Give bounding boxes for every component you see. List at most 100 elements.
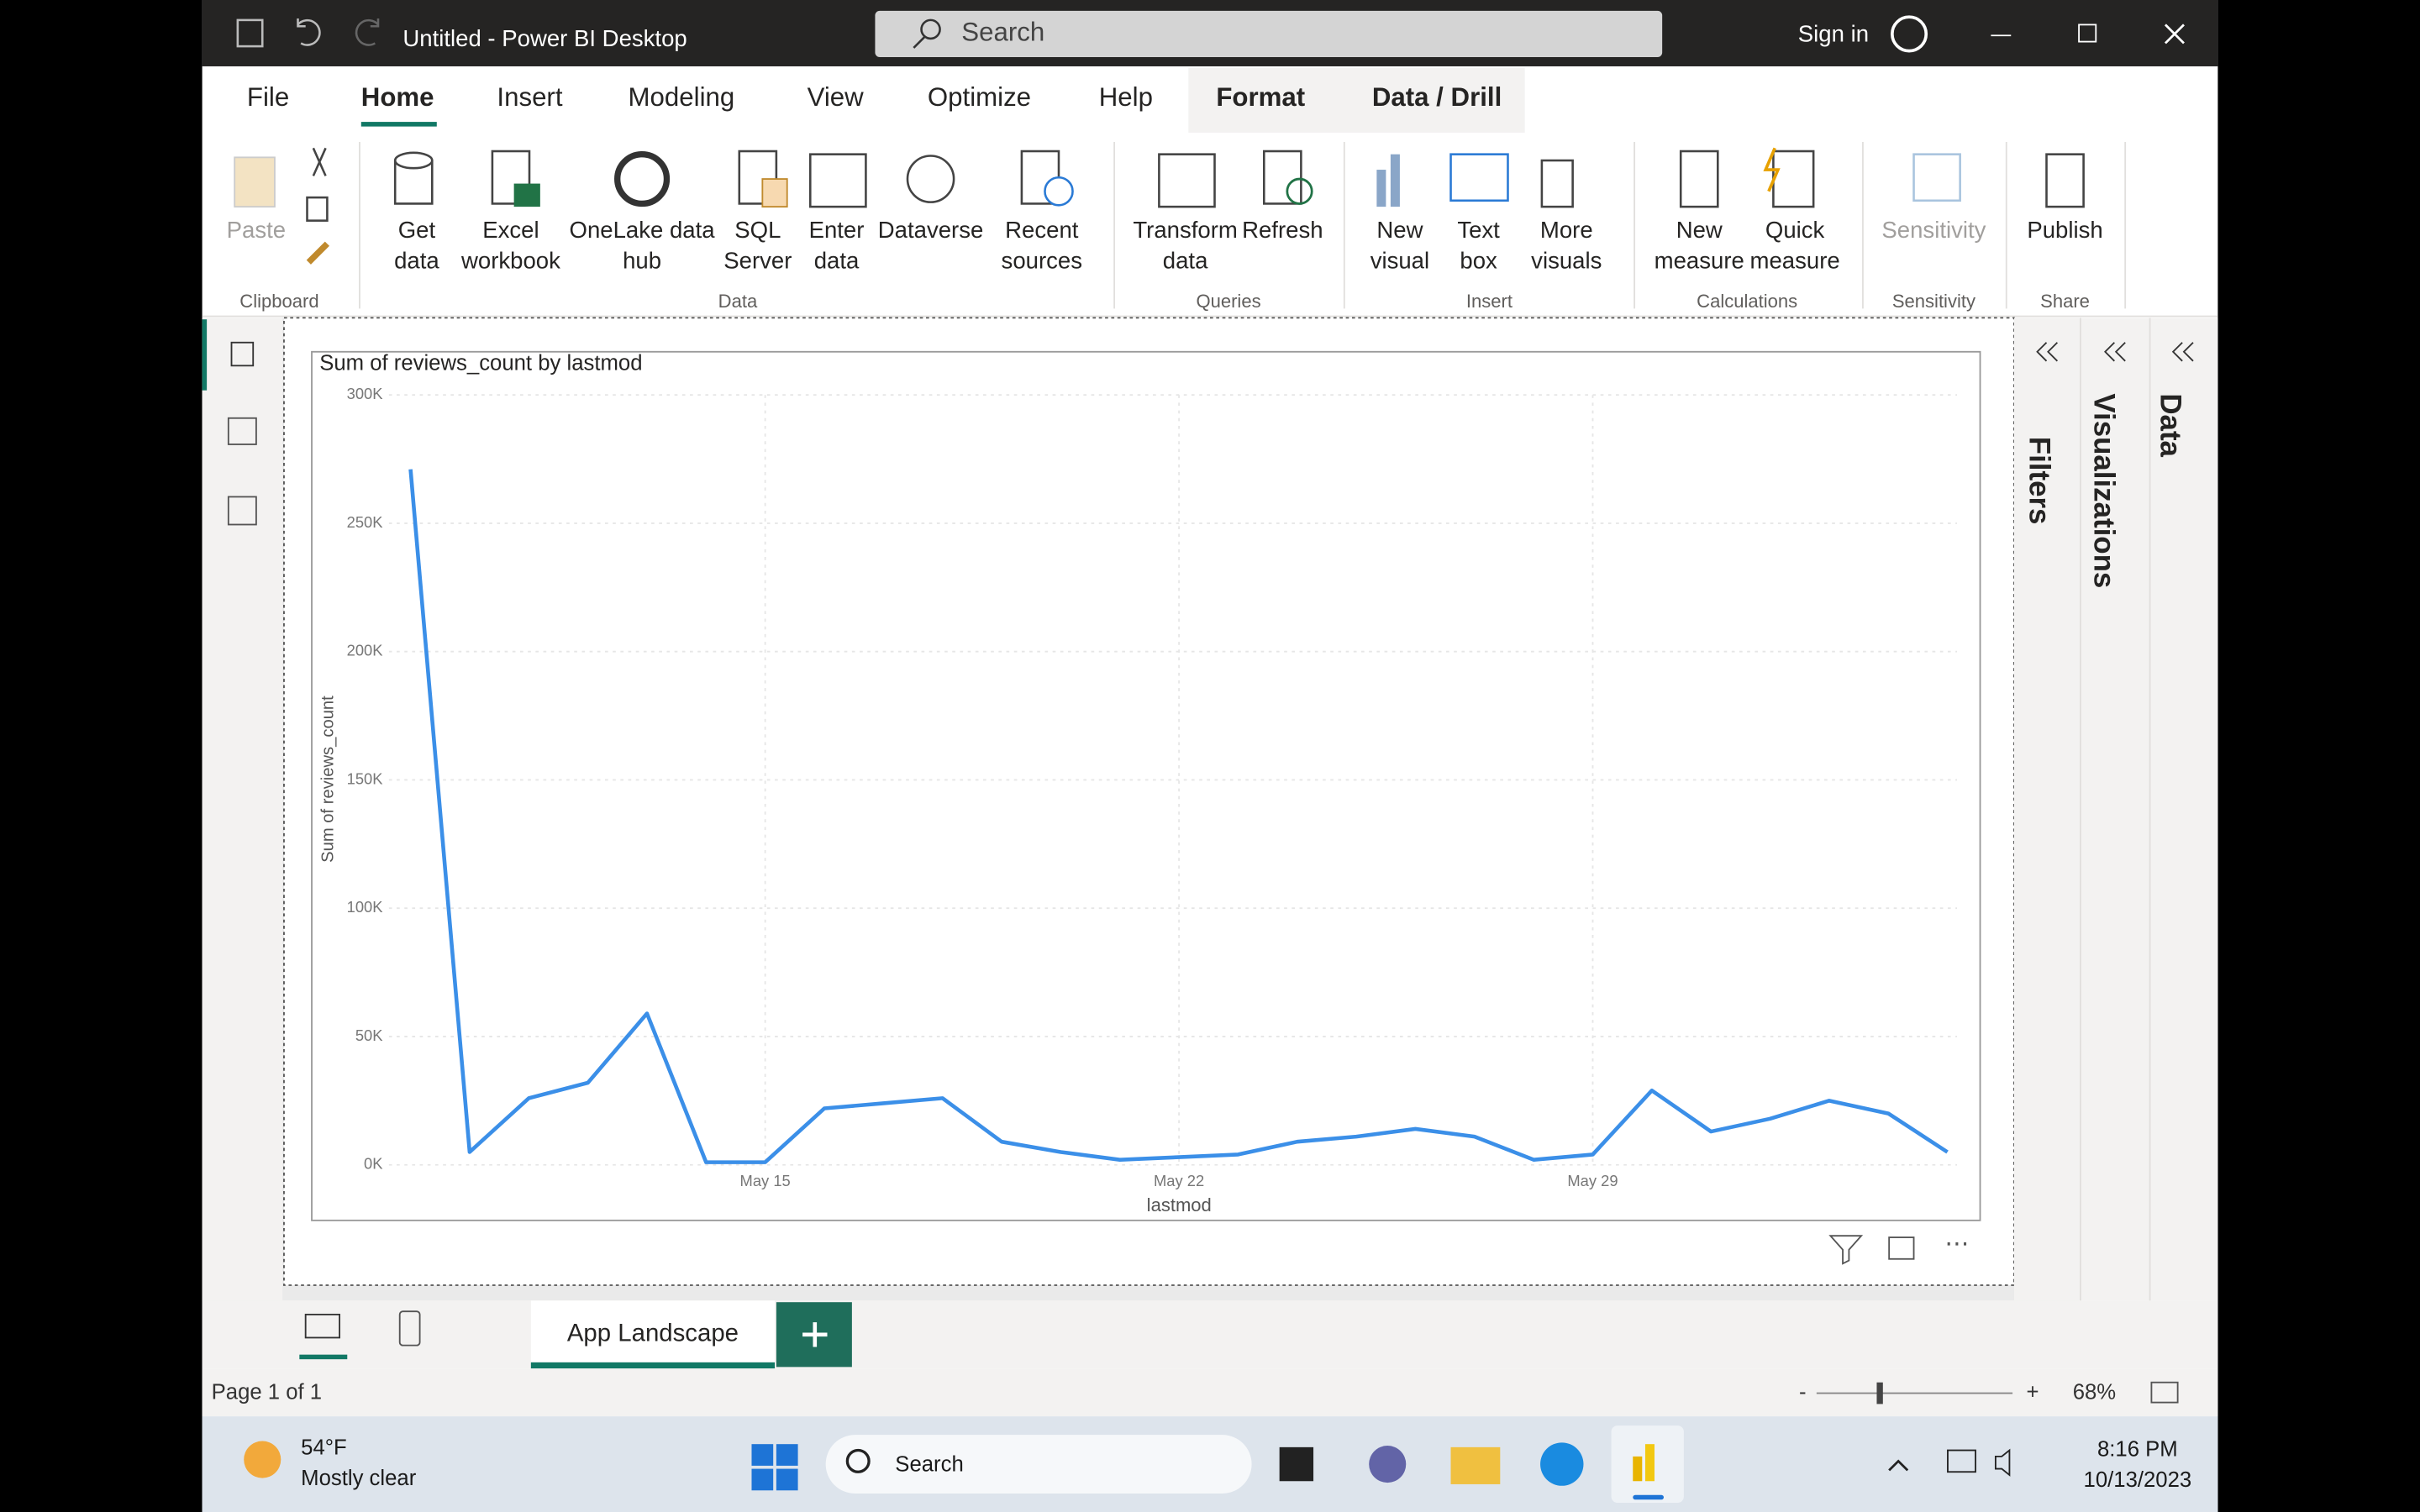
start-tile bbox=[751, 1468, 774, 1491]
weather-icon[interactable] bbox=[244, 1441, 281, 1478]
collapse-icon[interactable] bbox=[2104, 342, 2126, 362]
report-view-icon[interactable] bbox=[230, 341, 255, 367]
ribbon-button-label[interactable]: Refresh bbox=[1242, 217, 1323, 243]
clock-icon bbox=[1044, 176, 1074, 207]
clock-time[interactable]: 8:16 PM bbox=[2097, 1437, 2178, 1461]
teams-icon[interactable] bbox=[1369, 1446, 1407, 1483]
menu-tab[interactable]: View bbox=[808, 82, 865, 112]
fit-page-icon[interactable] bbox=[2150, 1381, 2179, 1404]
menu-tab[interactable]: Modeling bbox=[629, 82, 735, 112]
new-visual-icon bbox=[1376, 170, 1386, 207]
add-page-icon bbox=[802, 1322, 828, 1347]
menu-tab[interactable]: Insert bbox=[497, 82, 562, 112]
ribbon-button-label[interactable]: New bbox=[1676, 217, 1723, 243]
ribbon-button-label[interactable]: hub bbox=[623, 248, 661, 274]
temperature[interactable]: 54°F bbox=[301, 1436, 347, 1459]
table-view-icon[interactable] bbox=[227, 417, 257, 445]
ribbon-button-label[interactable]: visuals bbox=[1531, 248, 1602, 274]
ribbon-button-label[interactable]: workbook bbox=[460, 248, 560, 274]
ribbon-button-label[interactable]: Transform bbox=[1133, 217, 1238, 243]
edge-icon[interactable] bbox=[1540, 1442, 1584, 1486]
ribbon-button-label: Paste bbox=[227, 217, 286, 243]
search-box[interactable] bbox=[875, 10, 1663, 57]
copy-icon bbox=[306, 196, 329, 222]
ribbon-group-label: Sensitivity bbox=[1892, 291, 1975, 312]
network-icon[interactable] bbox=[1947, 1449, 1976, 1473]
ribbon-button-label[interactable]: Get bbox=[398, 217, 436, 243]
task-view-icon[interactable] bbox=[1279, 1446, 1314, 1482]
collapse-icon[interactable] bbox=[2171, 342, 2194, 362]
menu-tab[interactable]: Help bbox=[1099, 82, 1153, 112]
ribbon-button-label[interactable]: Quick bbox=[1765, 217, 1825, 243]
x-tick-label: May 15 bbox=[740, 1172, 791, 1189]
ribbon-button-label[interactable]: measure bbox=[1750, 248, 1840, 274]
ribbon-button-label[interactable]: Enter bbox=[809, 217, 865, 243]
focus-mode-icon[interactable] bbox=[1888, 1236, 1915, 1260]
ribbon-button-label[interactable]: New bbox=[1376, 217, 1423, 243]
x-tick-label: May 22 bbox=[1154, 1172, 1204, 1189]
ribbon-button-label[interactable]: Server bbox=[723, 248, 792, 274]
collapse-icon[interactable] bbox=[2036, 342, 2059, 362]
ribbon-button-label[interactable]: measure bbox=[1655, 248, 1744, 274]
ribbon-button-label[interactable]: Publish bbox=[2027, 217, 2102, 243]
zoom-in[interactable]: + bbox=[2026, 1380, 2039, 1404]
visual-container[interactable] bbox=[311, 350, 1981, 1221]
page-tab[interactable] bbox=[530, 1300, 776, 1369]
taskbar-search[interactable] bbox=[825, 1435, 1252, 1494]
model-view-icon[interactable] bbox=[227, 496, 257, 526]
refresh-icon bbox=[1263, 150, 1302, 205]
taskbar-search-text[interactable]: Search bbox=[895, 1453, 963, 1477]
start-tile bbox=[751, 1444, 774, 1466]
close-button[interactable] bbox=[2164, 24, 2185, 45]
menu-tab[interactable]: Home bbox=[361, 82, 434, 112]
active-app-marker bbox=[1633, 1494, 1664, 1500]
ribbon-button-label[interactable]: data bbox=[1163, 248, 1208, 274]
weather[interactable]: Mostly clear bbox=[301, 1467, 417, 1490]
ribbon-button-label[interactable]: box bbox=[1460, 248, 1497, 274]
zoom-thumb[interactable] bbox=[1876, 1382, 1883, 1404]
ribbon-button-label[interactable]: Dataverse bbox=[878, 217, 984, 243]
y-tick-label: 0K bbox=[364, 1155, 383, 1173]
plot: 0K 50K 100K 150K 200K 250K 300K May 15 May 22 May… bbox=[347, 385, 1957, 1189]
ribbon-button-label[interactable]: SQL bbox=[734, 217, 781, 243]
ribbon-button-label[interactable]: Recent bbox=[1005, 217, 1079, 243]
undo-icon[interactable] bbox=[297, 18, 321, 46]
lightning-icon bbox=[1763, 147, 1781, 192]
mobile-layout-icon[interactable] bbox=[398, 1310, 421, 1347]
tray-overflow[interactable] bbox=[1888, 1459, 1909, 1472]
filter-icon[interactable] bbox=[1828, 1235, 1864, 1265]
powerbi-icon bbox=[1633, 1456, 1643, 1482]
ribbon-button-label: Sensitivity bbox=[1881, 217, 1986, 243]
explorer-icon[interactable] bbox=[1450, 1446, 1501, 1484]
sign-in[interactable]: Sign in bbox=[1798, 21, 1869, 47]
page-tab-label[interactable]: App Landscape bbox=[567, 1320, 739, 1347]
account-icon[interactable] bbox=[1891, 15, 1928, 53]
zoom-out[interactable]: - bbox=[1799, 1380, 1807, 1404]
desktop-layout-icon[interactable] bbox=[304, 1313, 340, 1339]
menu-tab[interactable]: File bbox=[247, 82, 289, 112]
sensitivity-icon bbox=[1912, 153, 1961, 202]
start-button[interactable] bbox=[751, 1444, 798, 1491]
volume-icon[interactable] bbox=[1994, 1448, 2011, 1477]
data-pane[interactable]: Data bbox=[2154, 393, 2186, 457]
menu-tab[interactable]: Data / Drill bbox=[1372, 82, 1502, 112]
menu-tab[interactable]: Format bbox=[1216, 82, 1305, 112]
ribbon-button-label[interactable]: Text bbox=[1457, 217, 1500, 243]
restore-button[interactable] bbox=[2078, 24, 2097, 43]
y-tick-label: 150K bbox=[347, 769, 384, 787]
ribbon-button-label[interactable]: data bbox=[814, 248, 860, 274]
more-options[interactable]: ⋯ bbox=[1944, 1230, 1969, 1257]
filters-pane[interactable]: Filters bbox=[2023, 437, 2055, 525]
ribbon-button-label[interactable]: visual bbox=[1370, 248, 1429, 274]
ribbon-group-label: Insert bbox=[1466, 291, 1512, 312]
ribbon-button-label[interactable]: data bbox=[394, 248, 439, 274]
ribbon-button-label[interactable]: More bbox=[1540, 217, 1593, 243]
save-icon[interactable] bbox=[236, 18, 264, 48]
ribbon-button-label[interactable]: OneLake data bbox=[570, 217, 716, 243]
clock-date[interactable]: 10/13/2023 bbox=[2084, 1468, 2192, 1492]
visualizations-pane[interactable]: Visualizations bbox=[2087, 393, 2120, 588]
ribbon-button-label[interactable]: sources bbox=[1002, 248, 1082, 274]
ribbon-button-label[interactable]: Excel bbox=[482, 217, 539, 243]
menu-tab[interactable]: Optimize bbox=[928, 82, 1031, 112]
